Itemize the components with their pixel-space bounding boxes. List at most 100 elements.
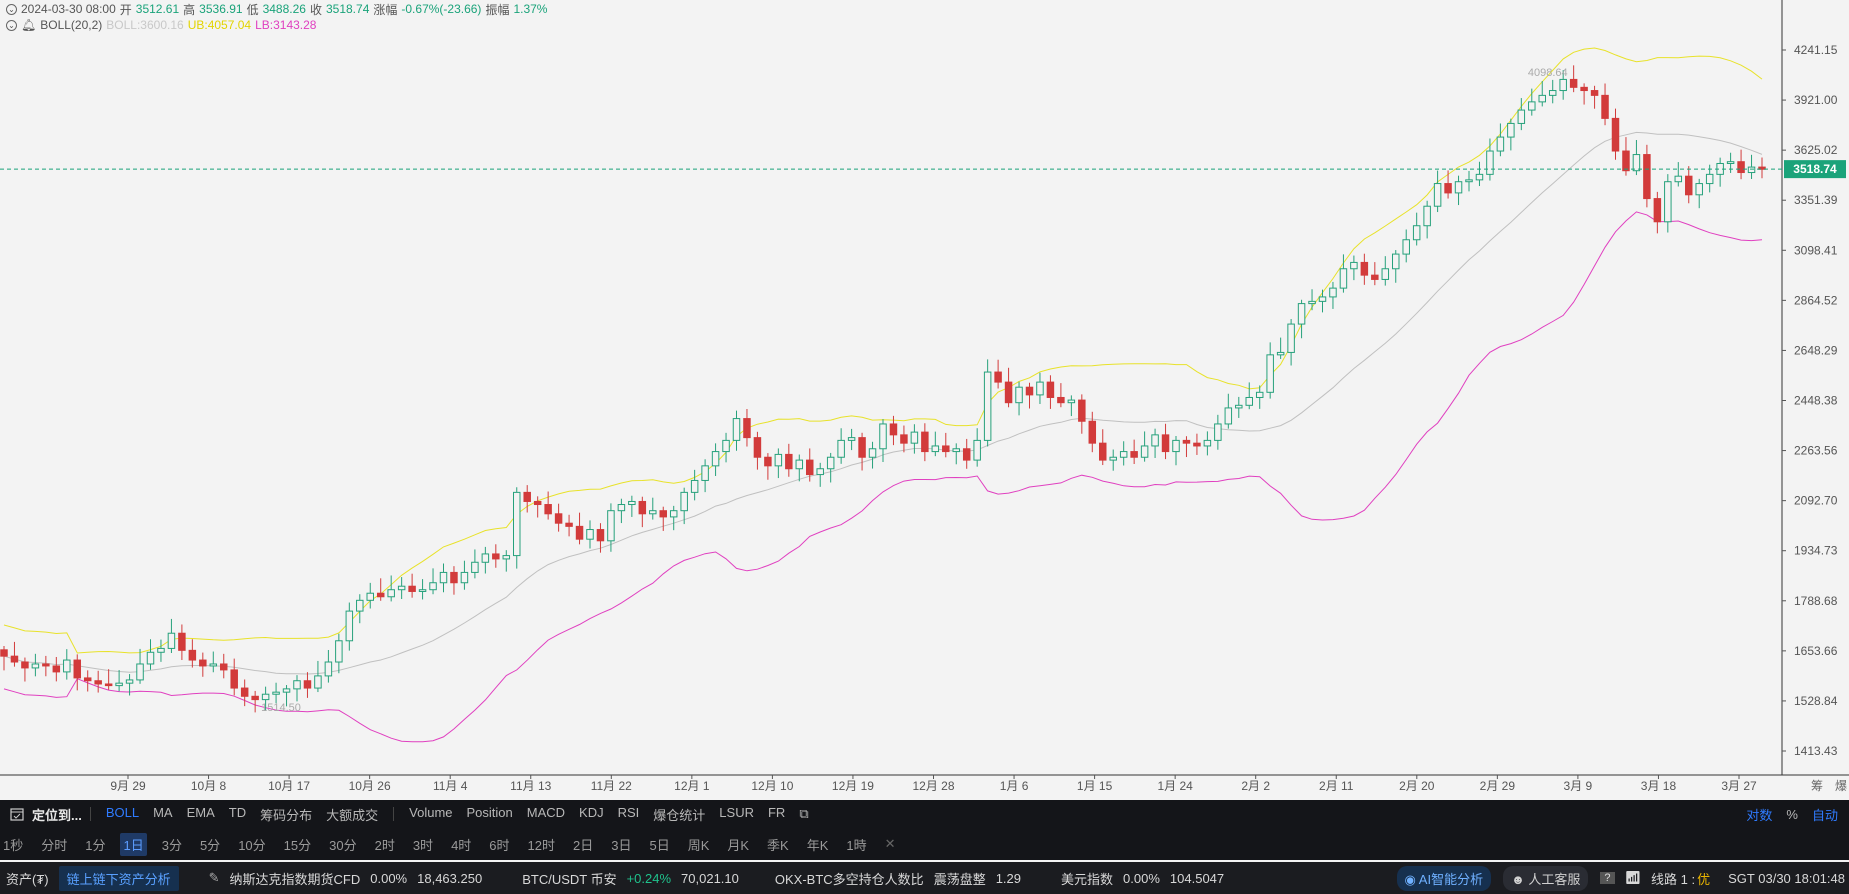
candle-body[interactable] [282, 688, 291, 693]
candle-body[interactable] [1025, 386, 1034, 396]
candle-body[interactable] [638, 500, 647, 515]
candle-body[interactable] [1318, 296, 1327, 302]
candle-body[interactable] [1486, 150, 1494, 175]
candle-body[interactable] [230, 669, 238, 689]
interval-tab-5[interactable]: 5分 [199, 837, 221, 853]
candle-body[interactable] [1737, 161, 1745, 174]
candle-body[interactable] [1622, 150, 1630, 172]
candle-body[interactable] [617, 504, 626, 512]
sub-indicator-tab-1[interactable]: Position [466, 804, 513, 820]
interval-tab-4[interactable]: 3分 [161, 837, 182, 853]
bell-icon[interactable]: 🔔︎ [21, 18, 37, 32]
candle-body[interactable] [983, 371, 992, 441]
sub-indicator-tab-2[interactable]: MACD [526, 804, 566, 820]
candle-body[interactable] [1130, 451, 1138, 458]
candle-body[interactable] [314, 675, 322, 689]
candle-body[interactable] [680, 491, 688, 512]
candle-body[interactable] [649, 510, 657, 515]
candle-body[interactable] [1193, 442, 1201, 447]
candle-body[interactable] [460, 571, 469, 584]
candle-body[interactable] [240, 687, 249, 697]
log-scale-button[interactable]: 对数 [1746, 807, 1773, 823]
candle-body[interactable] [701, 465, 709, 481]
candle-body[interactable] [753, 437, 762, 458]
candle-body[interactable] [910, 431, 919, 444]
candle-body[interactable] [816, 468, 824, 476]
indicator-tab-2[interactable]: EMA [186, 804, 215, 820]
candle-body[interactable] [659, 510, 667, 518]
ticker-1-name[interactable]: 纳斯达克指数期货CFD [229, 871, 361, 887]
interval-tab-21[interactable]: 1時 [846, 837, 867, 853]
candle-body[interactable] [94, 680, 102, 685]
candle-body[interactable] [261, 693, 270, 701]
candle-body[interactable] [1392, 253, 1400, 270]
interval-tab-9[interactable]: 2时 [374, 837, 395, 853]
candle-body[interactable] [607, 510, 615, 542]
candle-body[interactable] [1371, 274, 1379, 280]
indicator-tab-0[interactable]: BOLL [105, 804, 140, 820]
candle-body[interactable] [1015, 386, 1023, 404]
candle-body[interactable] [586, 529, 594, 540]
candle-body[interactable] [1255, 391, 1264, 398]
candle-body[interactable] [387, 589, 395, 598]
candle-body[interactable] [858, 437, 866, 458]
candle-body[interactable] [533, 500, 542, 506]
candle-body[interactable] [429, 582, 437, 591]
interval-tab-7[interactable]: 15分 [283, 837, 312, 853]
interval-tab-0[interactable]: 1秒 [3, 837, 24, 853]
candle-body[interactable] [1172, 439, 1180, 453]
candle-body[interactable] [1601, 94, 1609, 119]
ai-analysis-button[interactable]: ◉ AI智能分析 [1396, 865, 1492, 891]
interval-tab-1[interactable]: 分时 [41, 837, 68, 853]
candle-body[interactable] [1235, 404, 1243, 409]
candle-body[interactable] [565, 522, 573, 527]
axis-corner-label[interactable]: 爆 [1835, 779, 1847, 793]
auto-scale-button[interactable]: 自动 [1811, 807, 1838, 823]
candle-body[interactable] [1433, 183, 1442, 207]
candle-body[interactable] [1580, 86, 1588, 92]
candle-body[interactable] [52, 665, 61, 673]
sub-indicator-tab-6[interactable]: LSUR [719, 804, 754, 820]
candle-body[interactable] [1381, 268, 1390, 280]
customer-service-button[interactable]: ☻ 人工客服 [1503, 865, 1589, 891]
candle-body[interactable] [1674, 175, 1683, 183]
candle-body[interactable] [10, 655, 19, 663]
candle-body[interactable] [900, 434, 908, 444]
candle-body[interactable] [1339, 268, 1348, 289]
candle-body[interactable] [157, 647, 165, 653]
candle-body[interactable] [973, 439, 981, 461]
sub-indicator-tab-3[interactable]: KDJ [579, 804, 604, 820]
candle-body[interactable] [1475, 173, 1484, 181]
candle-body[interactable] [1329, 287, 1337, 298]
candle-body[interactable] [178, 632, 186, 651]
candle-body[interactable] [1695, 183, 1703, 196]
indicator-tab-5[interactable]: 大额成交 [326, 807, 379, 823]
help-icon[interactable]: ? [1600, 872, 1615, 884]
candle-body[interactable] [1109, 456, 1117, 461]
candle-body[interactable] [1099, 442, 1107, 461]
candle-body[interactable] [115, 682, 123, 687]
interval-tab-10[interactable]: 3时 [412, 837, 434, 853]
candle-body[interactable] [1119, 451, 1128, 458]
sub-indicator-tab-7[interactable]: FR [767, 804, 786, 820]
candle-body[interactable] [146, 651, 155, 665]
candle-body[interactable] [1653, 198, 1662, 223]
ticker-2-name[interactable]: BTC/USDT 币安 [522, 871, 617, 887]
candle-body[interactable] [220, 663, 228, 671]
interval-tab-19[interactable]: 季K [767, 837, 789, 853]
candle-body[interactable] [1140, 445, 1149, 458]
candle-body[interactable] [73, 659, 81, 679]
candle-body[interactable] [1632, 154, 1641, 172]
candle-body[interactable] [1685, 175, 1693, 196]
asset-analysis-button[interactable]: 链上链下资产分析 [58, 865, 179, 891]
candle-body[interactable] [806, 459, 814, 476]
candle-body[interactable] [628, 500, 636, 506]
interval-tab-13[interactable]: 12时 [527, 837, 555, 853]
edit-icon[interactable]: ✎ [208, 870, 220, 885]
candle-body[interactable] [669, 510, 678, 518]
candle-body[interactable] [1203, 439, 1212, 447]
candle-body[interactable] [921, 431, 929, 453]
candle-body[interactable] [942, 445, 950, 453]
candle-body[interactable] [1067, 399, 1076, 404]
candle-body[interactable] [1569, 78, 1578, 88]
